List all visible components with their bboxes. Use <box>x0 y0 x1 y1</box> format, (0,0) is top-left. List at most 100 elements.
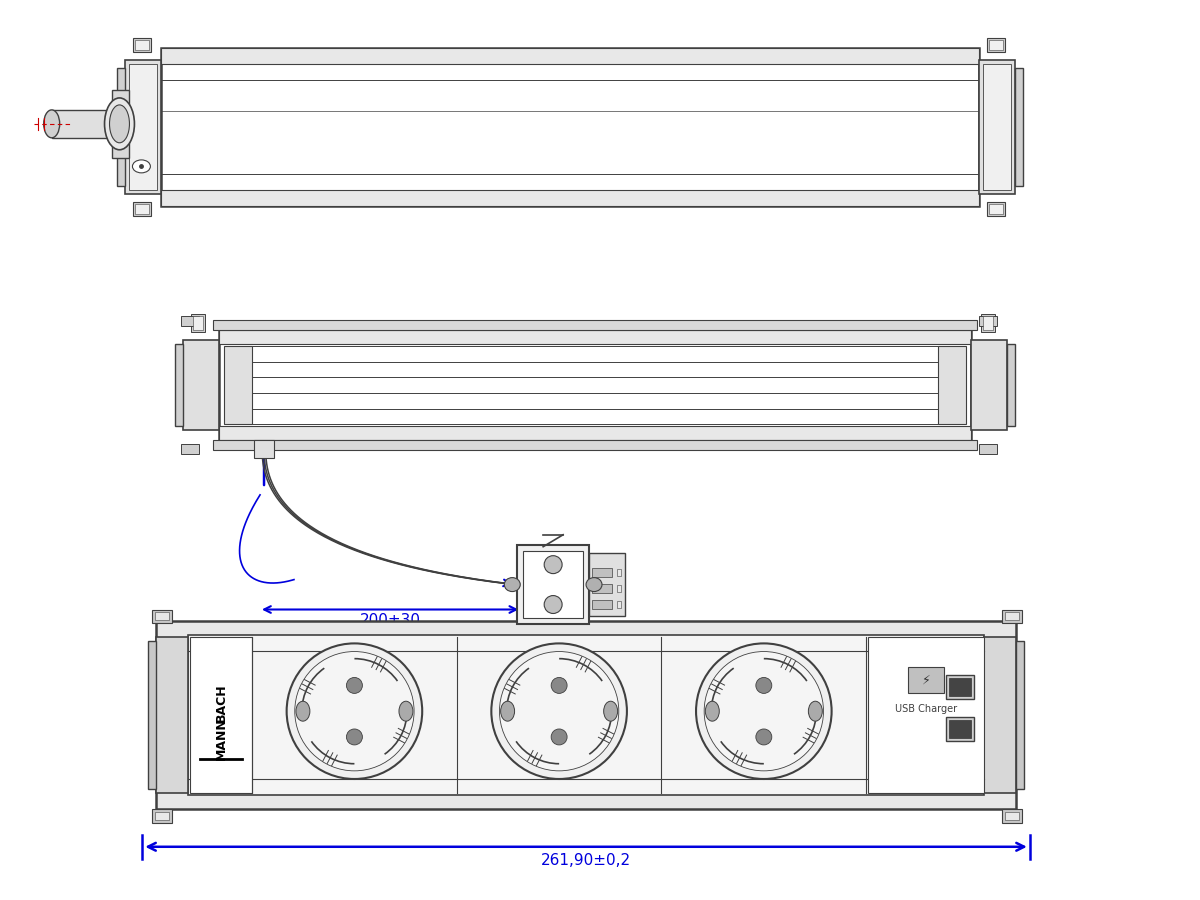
Circle shape <box>704 652 823 770</box>
Bar <box>184 340 220 430</box>
Bar <box>946 675 974 699</box>
Bar <box>181 317 199 327</box>
Bar <box>517 544 589 625</box>
Bar <box>175 345 184 426</box>
Bar <box>161 49 979 206</box>
Circle shape <box>696 644 832 779</box>
Bar <box>1004 812 1019 820</box>
Ellipse shape <box>398 701 413 721</box>
Bar <box>868 637 984 793</box>
Bar <box>592 568 612 577</box>
Bar <box>1015 68 1022 185</box>
Circle shape <box>551 678 568 693</box>
Circle shape <box>551 729 568 745</box>
Bar <box>979 317 997 327</box>
Bar <box>191 314 205 332</box>
Bar <box>152 809 173 823</box>
Bar <box>989 203 1003 213</box>
Bar <box>1007 345 1015 426</box>
Bar <box>949 679 971 697</box>
Ellipse shape <box>706 701 719 721</box>
Bar <box>191 637 252 793</box>
Bar <box>1004 613 1019 620</box>
Circle shape <box>287 644 422 779</box>
Bar <box>589 553 625 617</box>
Bar <box>224 346 252 424</box>
Bar <box>133 39 151 52</box>
Circle shape <box>499 652 619 770</box>
Bar <box>979 444 997 454</box>
Bar <box>155 613 169 620</box>
Bar <box>220 330 971 345</box>
Bar <box>181 444 199 454</box>
Bar <box>971 340 1007 430</box>
Text: BACH: BACH <box>215 683 228 722</box>
Bar <box>617 569 620 576</box>
Bar <box>986 202 1004 216</box>
Bar <box>220 426 971 440</box>
Text: MANN: MANN <box>215 717 228 760</box>
Bar <box>989 40 1003 50</box>
Bar <box>908 667 944 693</box>
Bar <box>980 314 995 332</box>
Bar <box>1002 809 1021 823</box>
Bar <box>112 90 130 158</box>
Ellipse shape <box>809 701 822 721</box>
Circle shape <box>295 652 414 770</box>
Bar <box>136 203 149 213</box>
Bar <box>188 635 984 795</box>
Bar <box>156 622 1015 809</box>
Bar <box>155 812 169 820</box>
Ellipse shape <box>43 110 60 138</box>
Ellipse shape <box>296 701 310 721</box>
Text: 261,90±0,2: 261,90±0,2 <box>541 853 631 868</box>
Bar <box>983 317 992 330</box>
Circle shape <box>347 729 362 745</box>
Bar <box>946 717 974 741</box>
Bar <box>156 637 188 793</box>
Bar <box>592 583 612 592</box>
Circle shape <box>544 596 562 614</box>
Circle shape <box>756 729 772 745</box>
Circle shape <box>756 678 772 693</box>
Bar <box>152 609 173 624</box>
Bar <box>149 642 156 789</box>
Bar <box>949 720 971 738</box>
Bar <box>979 60 1015 194</box>
Bar <box>130 64 157 190</box>
Bar <box>617 585 620 591</box>
Ellipse shape <box>109 105 130 143</box>
Bar <box>220 330 971 440</box>
Bar <box>1002 609 1021 624</box>
Bar <box>214 440 977 450</box>
Bar <box>986 39 1004 52</box>
Circle shape <box>544 555 562 573</box>
Circle shape <box>347 678 362 693</box>
Bar <box>118 68 126 185</box>
Bar <box>983 64 1010 190</box>
Text: 200±30: 200±30 <box>360 614 421 628</box>
Ellipse shape <box>604 701 618 721</box>
Ellipse shape <box>586 578 602 591</box>
Text: ⚡: ⚡ <box>922 674 930 687</box>
Bar <box>126 60 161 194</box>
Bar <box>592 599 612 608</box>
Bar <box>52 110 112 138</box>
Bar <box>617 600 620 608</box>
Text: USB Charger: USB Charger <box>895 704 958 715</box>
Bar <box>133 202 151 216</box>
Ellipse shape <box>132 160 150 173</box>
Bar <box>1015 642 1024 789</box>
Bar <box>938 346 966 424</box>
Bar <box>193 317 203 330</box>
Ellipse shape <box>104 98 134 149</box>
Circle shape <box>491 644 626 779</box>
Bar <box>161 49 979 64</box>
Bar <box>523 551 583 618</box>
Bar <box>254 440 274 458</box>
Bar <box>984 637 1015 793</box>
Bar <box>161 190 979 206</box>
Bar <box>214 320 977 330</box>
Bar <box>136 40 149 50</box>
Ellipse shape <box>500 701 515 721</box>
